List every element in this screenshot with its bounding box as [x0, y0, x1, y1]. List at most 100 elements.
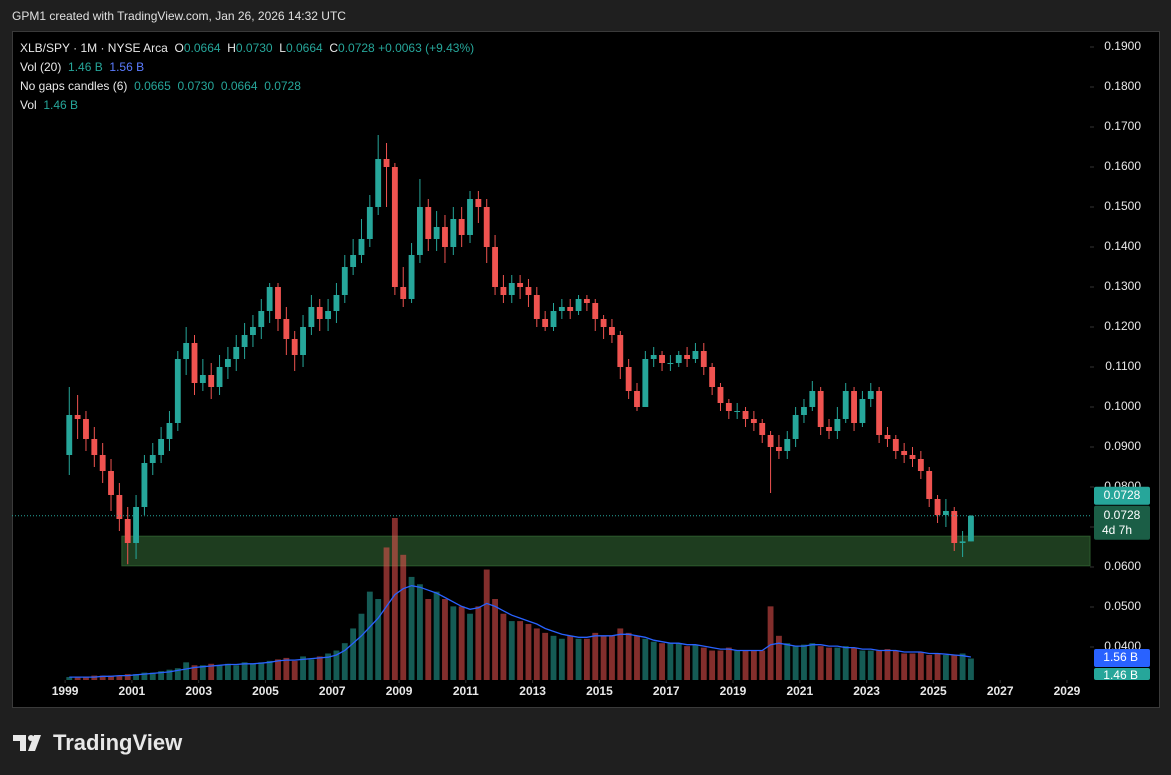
volume-bar	[224, 663, 231, 680]
x-tick-label: 2009	[386, 684, 413, 698]
candle-body	[66, 415, 73, 455]
label: O	[174, 41, 184, 55]
candle-body	[609, 327, 615, 335]
candle-body	[767, 435, 774, 447]
candle-body	[174, 359, 181, 423]
volume-bar	[283, 657, 290, 680]
volume-bar	[391, 518, 398, 680]
candle-body	[709, 367, 716, 387]
volume-bar	[191, 665, 198, 680]
y-tick-label: 0.0500	[1104, 599, 1141, 613]
vol-tag-label: 1.46 B	[1103, 668, 1138, 682]
candle-body	[684, 355, 691, 359]
candle-body	[108, 471, 114, 495]
volume-bar	[116, 675, 123, 680]
volume-bar	[942, 654, 949, 680]
label: No gaps candles (6)	[20, 79, 128, 93]
candle-body	[725, 403, 732, 411]
x-tick-label: 2005	[252, 684, 279, 698]
candle-body	[851, 391, 857, 423]
volume-bar	[216, 665, 223, 680]
candle-body	[208, 375, 215, 387]
x-tick-label: 2023	[853, 684, 880, 698]
label: H	[227, 41, 236, 55]
candle-body	[542, 319, 549, 327]
candle-body	[517, 283, 524, 287]
x-tick-label: 2003	[185, 684, 212, 698]
candle-body	[834, 419, 841, 431]
volume-bar	[650, 641, 657, 680]
value: 1.46 B	[43, 98, 79, 112]
label: L	[279, 41, 286, 55]
candle-body	[316, 307, 323, 319]
candle-body	[734, 411, 741, 412]
volume-bar	[124, 674, 131, 680]
volume-bar	[558, 638, 565, 680]
candle-body	[792, 415, 799, 439]
y-tick-label: 0.1100	[1105, 359, 1141, 373]
volume-bar	[550, 635, 557, 680]
candle-body	[341, 267, 348, 295]
volume-bar	[316, 656, 323, 680]
volume-bar	[475, 606, 482, 680]
volume-bar	[291, 660, 298, 680]
candle-body	[909, 455, 916, 459]
volume-bar	[642, 638, 649, 680]
volume-bar	[458, 606, 465, 680]
volume-bar	[575, 638, 582, 680]
value: 0.0664	[183, 41, 221, 55]
price-tag	[1094, 486, 1150, 505]
volume-bar	[183, 662, 190, 680]
value: 0.0728	[264, 79, 301, 93]
candle-body	[83, 419, 89, 439]
candle-body	[224, 359, 231, 367]
candle-body	[74, 415, 81, 419]
volume-bar	[784, 643, 791, 680]
candle-body	[692, 351, 699, 359]
indicator-tag	[1094, 505, 1150, 540]
volume-bar	[442, 599, 448, 680]
volume-bar	[433, 591, 440, 680]
x-tick-label: 2007	[319, 684, 346, 698]
candle-body	[867, 391, 874, 399]
indicator-tag-label: 0.0728	[1104, 508, 1141, 522]
volume-bar	[483, 569, 490, 680]
candle-body	[375, 159, 382, 207]
candle-body	[500, 287, 507, 295]
candle-body	[417, 207, 423, 255]
candle-body	[275, 287, 281, 319]
candle-body	[233, 347, 240, 359]
candle-body	[742, 411, 749, 419]
y-tick-label: 0.1300	[1104, 279, 1141, 293]
volume-bar	[776, 635, 782, 680]
candle-body	[842, 391, 849, 419]
legend-row: Vol (20) 1.46 B 1.56 B	[20, 58, 474, 77]
volume-bar	[533, 628, 540, 680]
value: 0.0730	[235, 41, 273, 55]
candle-body	[876, 391, 883, 435]
candle-body	[124, 519, 131, 543]
candle-body	[968, 515, 974, 542]
candle-body	[817, 391, 824, 427]
y-tick-label: 0.1500	[1104, 199, 1141, 213]
value: 0.0664	[285, 41, 323, 55]
y-tick-label: 0.1600	[1104, 159, 1141, 173]
vol-ma-tag-label: 1.56 B	[1103, 650, 1138, 664]
volume-bar	[66, 677, 73, 680]
volume-bar	[934, 653, 941, 680]
candle-body	[350, 255, 357, 267]
candle-body	[859, 399, 866, 423]
candle-body	[917, 459, 924, 471]
candle-body	[617, 335, 624, 367]
x-tick-label: 1999	[52, 684, 79, 698]
volume-bar	[400, 554, 407, 680]
volume-bar	[425, 599, 432, 680]
volume-bar	[91, 675, 98, 680]
candle-body	[592, 303, 599, 319]
candle-body	[216, 367, 223, 387]
volume-bar	[74, 677, 81, 680]
volume-bar	[517, 621, 524, 680]
volume-bar	[959, 653, 966, 680]
